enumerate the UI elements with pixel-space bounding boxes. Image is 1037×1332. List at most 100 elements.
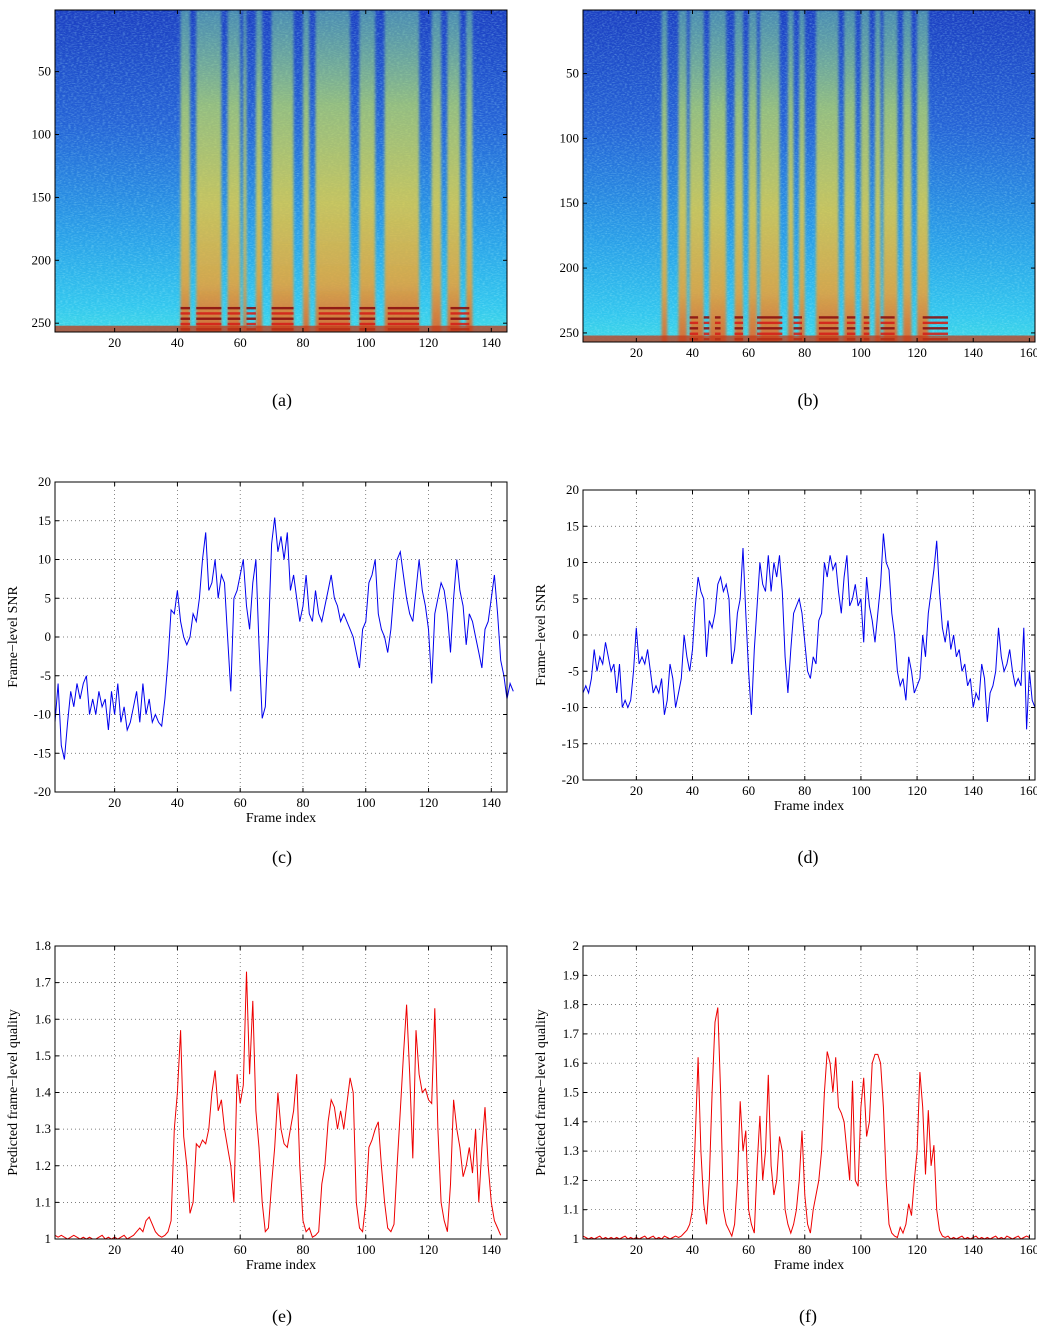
x-tick-label: 140 <box>963 1242 983 1257</box>
harmonic-stripe <box>271 306 294 310</box>
y-tick-label: 50 <box>566 66 579 81</box>
harmonic-stripe <box>689 321 699 325</box>
x-tick-label: 80 <box>798 345 811 360</box>
harmonic-stripe <box>227 306 241 310</box>
harmonic-stripe <box>863 316 870 319</box>
speech-energy-band <box>816 10 839 342</box>
speech-energy-band <box>917 10 929 342</box>
harmonic-stripe <box>196 322 222 326</box>
y-tick-label: 20 <box>566 482 579 497</box>
x-tick-label: 80 <box>296 795 309 810</box>
x-tick-label: 20 <box>108 795 121 810</box>
speech-energy-band <box>466 10 473 332</box>
y-tick-label: 0 <box>45 629 52 644</box>
series-line <box>582 533 1036 730</box>
x-tick-label: 100 <box>851 1242 871 1257</box>
x-tick-label: 140 <box>963 783 983 798</box>
x-tick-label: 120 <box>907 1242 927 1257</box>
speech-energy-band <box>903 10 912 342</box>
x-tick-label: 20 <box>630 783 643 798</box>
x-tick-label: 120 <box>907 345 927 360</box>
x-tick-label: 40 <box>171 1242 184 1257</box>
harmonic-stripe <box>863 327 870 330</box>
y-tick-label: 150 <box>32 189 52 204</box>
speech-energy-band <box>844 10 856 342</box>
y-tick-label: 15 <box>38 513 51 528</box>
harmonic-stripe <box>703 332 710 335</box>
harmonic-stripe <box>689 316 699 319</box>
harmonic-stripe <box>180 322 190 326</box>
y-tick-label: 100 <box>32 127 52 142</box>
harmonic-stripe <box>757 321 783 325</box>
harmonic-stripe <box>714 332 721 335</box>
x-tick-label: 40 <box>686 1242 699 1257</box>
harmonic-stripe <box>880 321 895 325</box>
x-tick-label: 60 <box>742 783 755 798</box>
series-line <box>54 517 514 760</box>
caption-c: (c) <box>272 847 292 868</box>
x-tick-label: 20 <box>108 1242 121 1257</box>
speech-energy-band <box>799 10 805 342</box>
harmonic-stripe <box>180 312 190 315</box>
y-tick-label: 5 <box>573 591 580 606</box>
x-tick-label: 140 <box>482 335 502 350</box>
harmonic-stripe <box>922 332 948 335</box>
harmonic-stripe <box>734 332 744 335</box>
y-tick-label: 1.6 <box>563 1055 580 1070</box>
x-axis-label: Frame index <box>246 811 316 826</box>
harmonic-stripe <box>689 332 699 335</box>
y-tick-label: 1.8 <box>563 997 579 1012</box>
harmonic-stripe <box>846 316 856 319</box>
y-tick-label: -5 <box>40 668 51 683</box>
harmonic-stripe <box>450 312 470 315</box>
harmonic-stripe <box>703 327 710 330</box>
caption-e: (e) <box>272 1306 292 1327</box>
harmonic-stripe <box>734 316 744 319</box>
harmonic-stripe <box>450 322 470 326</box>
harmonic-stripe <box>318 317 351 320</box>
harmonic-stripe <box>227 322 241 326</box>
x-tick-label: 80 <box>296 335 309 350</box>
harmonic-stripe <box>387 306 420 310</box>
x-tick-label: 40 <box>171 335 184 350</box>
y-tick-label: 200 <box>560 260 580 275</box>
series-line <box>582 1007 1030 1240</box>
y-tick-label: 1 <box>45 1231 52 1246</box>
speech-energy-band <box>860 10 870 342</box>
plot-frame <box>54 9 508 333</box>
snr-panel-c: 20 40 60 80 100 120 140 -20 -15 -10 -5 0 5 10 15 20 Fra… <box>6 474 514 868</box>
spectrogram-panel-b: 20 40 60 80 100 120 140 160 50 100 150 200 250 (b) <box>560 9 1037 411</box>
x-axis-label: Frame index <box>774 799 844 814</box>
harmonic-stripe <box>714 321 721 325</box>
x-tick-label: 80 <box>296 1242 309 1257</box>
harmonic-stripe <box>387 312 420 315</box>
harmonic-stripe <box>359 306 376 310</box>
x-tick-label: 160 <box>1020 783 1037 798</box>
harmonic-stripe <box>180 317 190 320</box>
speech-energy-band <box>661 10 668 342</box>
y-tick-label: -15 <box>562 736 579 751</box>
y-tick-label: 1.3 <box>563 1143 579 1158</box>
speech-energy-band <box>196 10 222 332</box>
speech-energy-band <box>787 10 794 342</box>
harmonic-stripe <box>922 316 948 319</box>
quality-panel-f: 20 40 60 80 100 120 140 160 1 1.1 1.2 1.3 1.4 1.5 1.6 1… <box>534 938 1037 1327</box>
y-tick-label: 250 <box>560 325 580 340</box>
x-axis-label: Frame index <box>774 1258 844 1273</box>
harmonic-stripe <box>227 312 241 315</box>
speech-energy-band <box>759 10 780 342</box>
harmonic-stripe <box>922 321 948 325</box>
y-tick-label: -20 <box>34 784 51 799</box>
speech-energy-band <box>678 10 687 342</box>
speech-energy-band <box>255 10 263 332</box>
low-frequency-band <box>583 335 1035 342</box>
plot-frame <box>582 9 1036 343</box>
speech-energy-band <box>689 10 704 342</box>
harmonic-stripe <box>703 321 710 325</box>
speech-energy-band <box>359 10 376 332</box>
speech-energy-band <box>883 10 898 342</box>
speech-energy-band <box>271 10 294 332</box>
caption-d: (d) <box>798 847 819 868</box>
x-tick-label: 40 <box>686 345 699 360</box>
